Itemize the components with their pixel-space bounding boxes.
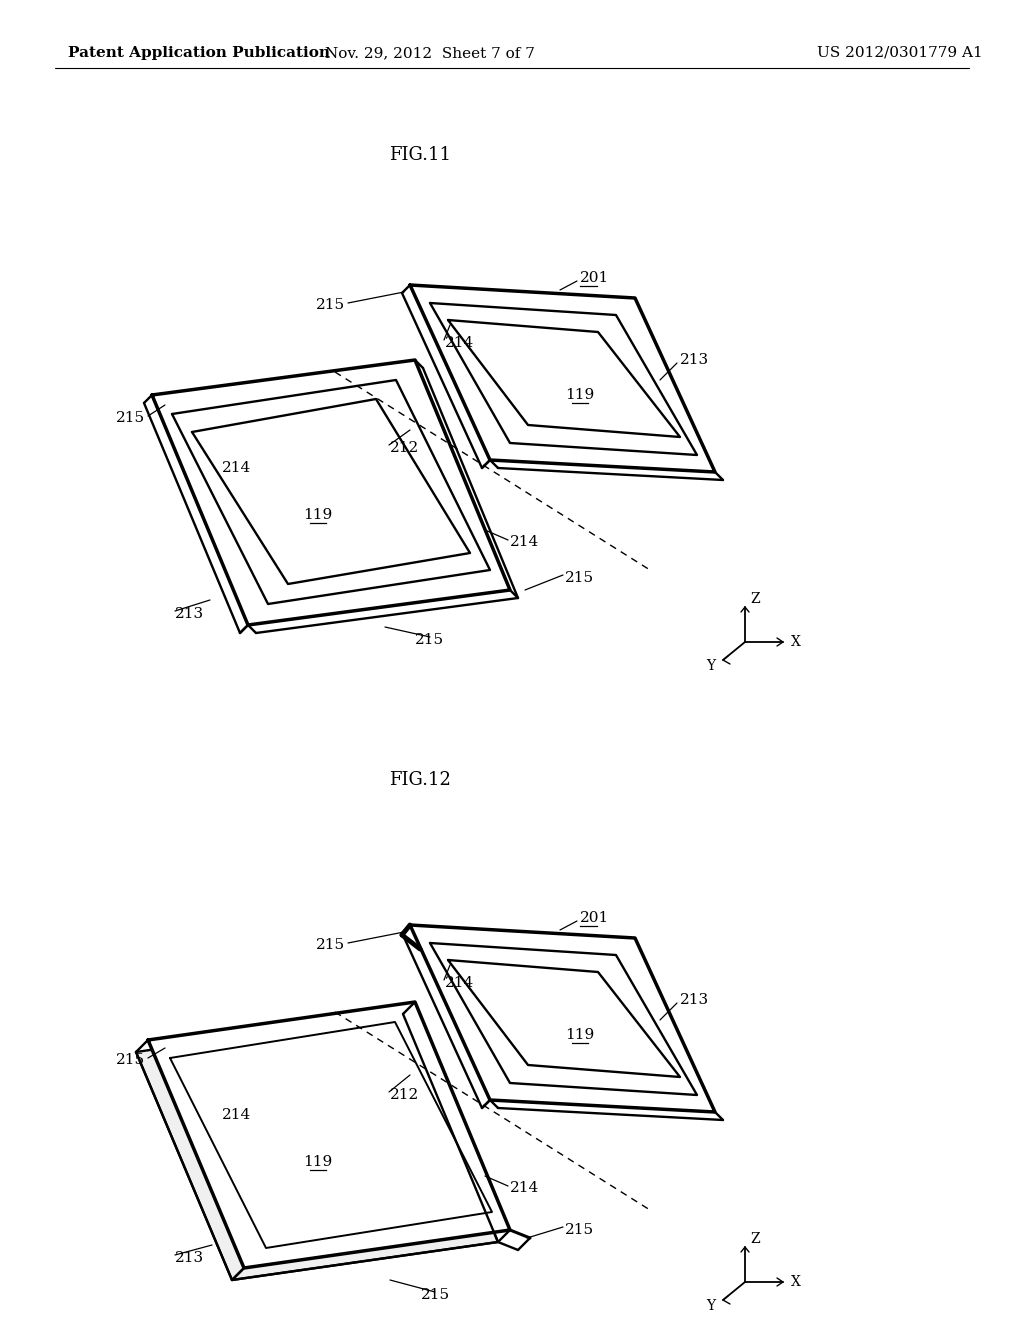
Text: 215: 215 [565, 572, 594, 585]
Text: 119: 119 [303, 508, 333, 521]
Text: 212: 212 [390, 441, 419, 455]
Text: 214: 214 [510, 1181, 540, 1195]
Text: 119: 119 [565, 388, 595, 403]
Text: US 2012/0301779 A1: US 2012/0301779 A1 [817, 46, 983, 59]
Polygon shape [449, 960, 680, 1077]
Text: 214: 214 [445, 975, 474, 990]
Text: 213: 213 [680, 993, 710, 1007]
Text: Nov. 29, 2012  Sheet 7 of 7: Nov. 29, 2012 Sheet 7 of 7 [325, 46, 535, 59]
Text: FIG.12: FIG.12 [389, 771, 451, 789]
Text: 212: 212 [390, 1088, 419, 1102]
Text: Y: Y [706, 659, 715, 673]
Text: 215: 215 [421, 1288, 450, 1302]
Text: 215: 215 [116, 411, 145, 425]
Text: 119: 119 [565, 1028, 595, 1041]
Text: X: X [791, 635, 801, 649]
Text: Patent Application Publication: Patent Application Publication [68, 46, 330, 59]
Polygon shape [410, 925, 715, 1111]
Polygon shape [152, 360, 510, 624]
Text: 213: 213 [175, 1251, 204, 1265]
Text: 215: 215 [565, 1224, 594, 1237]
Text: 214: 214 [222, 461, 251, 475]
Text: 214: 214 [445, 337, 474, 350]
Text: 213: 213 [680, 352, 710, 367]
Text: 214: 214 [510, 535, 540, 549]
Text: 215: 215 [315, 939, 345, 952]
Polygon shape [449, 319, 680, 437]
Polygon shape [136, 1014, 498, 1280]
Text: 201: 201 [580, 911, 609, 925]
Text: 201: 201 [580, 271, 609, 285]
Text: Z: Z [750, 1232, 760, 1246]
Text: FIG.11: FIG.11 [389, 147, 451, 164]
Text: 215: 215 [416, 634, 444, 647]
Text: Y: Y [706, 1299, 715, 1313]
Polygon shape [148, 1002, 510, 1269]
Polygon shape [193, 399, 470, 583]
Text: 214: 214 [222, 1107, 251, 1122]
Polygon shape [410, 285, 715, 473]
Text: 215: 215 [315, 298, 345, 312]
Text: 215: 215 [116, 1053, 145, 1067]
Text: 213: 213 [175, 607, 204, 620]
Text: X: X [791, 1275, 801, 1290]
Text: Z: Z [750, 591, 760, 606]
Text: 119: 119 [303, 1155, 333, 1170]
